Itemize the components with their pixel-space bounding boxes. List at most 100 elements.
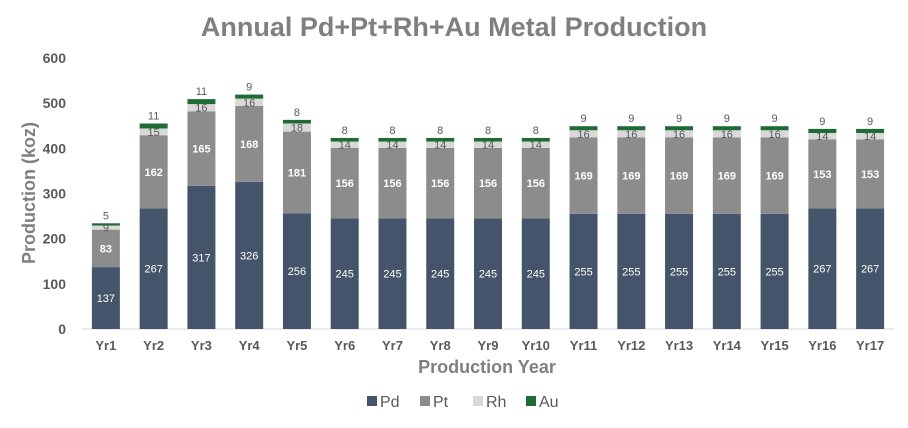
data-label-au: 9 — [246, 82, 252, 94]
data-label-pt: 169 — [718, 171, 736, 183]
data-label-rh: 9 — [103, 223, 109, 235]
bar-segment-pd — [712, 213, 741, 329]
bar-segment-pd — [474, 218, 502, 329]
bar-segment-rh — [760, 130, 789, 138]
bar-segment-rh — [187, 104, 216, 112]
legend-label: Au — [539, 394, 559, 411]
bar-segment-au — [187, 99, 216, 105]
bar-segment-pt — [330, 147, 359, 219]
bar-segment-rh — [139, 128, 168, 136]
x-tick-label: Yr6 — [334, 338, 355, 353]
data-label-pt: 169 — [622, 171, 640, 183]
y-axis-title: Production (koz) — [19, 122, 39, 264]
data-label-pd: 255 — [670, 266, 688, 278]
data-label-rh: 16 — [721, 129, 733, 141]
bar-segment-rh — [712, 130, 741, 138]
x-tick-label: Yr9 — [478, 338, 499, 353]
data-label-pt: 156 — [383, 178, 401, 190]
bar-segment-pt — [569, 137, 598, 214]
bar-segment-rh — [378, 141, 407, 148]
data-label-pd: 245 — [383, 269, 401, 281]
data-label-au: 8 — [437, 125, 443, 137]
x-tick-label: Yr4 — [239, 338, 261, 353]
data-label-pt: 153 — [861, 169, 879, 181]
data-label-pt: 168 — [240, 139, 258, 151]
bar-segment-pt — [91, 229, 120, 268]
x-tick-label: Yr17 — [856, 338, 884, 353]
x-tick-label: Yr13 — [665, 338, 693, 353]
data-label-au: 8 — [342, 125, 348, 137]
data-label-pd: 255 — [718, 266, 736, 278]
bar-segment-pd — [665, 213, 694, 329]
bar-segment-pd — [760, 213, 789, 329]
bar-segment-rh — [665, 130, 694, 138]
x-tick-label: Yr14 — [713, 338, 742, 353]
bar-segment-pd — [91, 267, 120, 329]
y-tick-label: 300 — [43, 186, 67, 202]
bar-segment-pd — [808, 208, 837, 329]
bar-segment-au — [808, 128, 837, 133]
bar-segment-pt — [378, 147, 407, 219]
y-tick-label: 500 — [43, 95, 67, 111]
legend-swatch — [473, 396, 483, 406]
data-label-pd: 245 — [527, 269, 545, 281]
data-label-pd: 317 — [192, 252, 210, 264]
data-label-pt: 169 — [670, 171, 688, 183]
bar-segment-pt — [187, 111, 216, 186]
bar-segment-rh — [474, 141, 502, 148]
data-label-au: 9 — [819, 116, 825, 128]
data-label-pt: 162 — [144, 167, 162, 179]
legend-item-rh: Rh — [473, 394, 506, 411]
data-label-au: 9 — [772, 113, 778, 125]
y-tick-label: 400 — [43, 140, 67, 156]
bar-segment-rh — [91, 225, 120, 230]
bar-segment-pd — [521, 218, 550, 329]
bar-segment-au — [330, 137, 359, 142]
bar-segment-pt — [808, 139, 837, 209]
bar-segment-pt — [712, 137, 741, 214]
bar-segment-pt — [235, 105, 264, 182]
bar-segment-pt — [617, 137, 646, 214]
data-label-pd: 267 — [813, 264, 831, 276]
x-tick-label: Yr7 — [382, 338, 403, 353]
y-tick-label: 0 — [58, 321, 66, 337]
bar-segment-au — [426, 137, 455, 142]
legend-item-pt: Pt — [420, 394, 449, 411]
chart-title: Annual Pd+Pt+Rh+Au Metal Production — [201, 12, 707, 42]
bar-segment-pt — [665, 137, 694, 214]
bar-segment-rh — [617, 130, 646, 138]
bar-segment-rh — [426, 141, 455, 148]
bar-segment-au — [617, 126, 646, 131]
bar-segment-pd — [139, 208, 168, 329]
data-label-rh: 15 — [148, 127, 160, 139]
bar-segment-pt — [521, 147, 550, 219]
bar-segment-au — [665, 126, 694, 131]
data-label-pd: 256 — [288, 266, 306, 278]
bar-segment-au — [760, 126, 789, 131]
data-label-pd: 255 — [574, 266, 592, 278]
data-label-au: 11 — [196, 86, 207, 98]
data-label-pd: 267 — [861, 264, 879, 276]
x-tick-label: Yr5 — [286, 338, 307, 353]
bar-segment-rh — [282, 123, 311, 132]
data-label-au: 9 — [724, 113, 730, 125]
data-label-rh: 14 — [434, 140, 446, 152]
data-label-au: 9 — [580, 113, 586, 125]
x-tick-label: Yr12 — [617, 338, 645, 353]
bar-segment-au — [282, 119, 311, 124]
data-label-pd: 326 — [240, 250, 258, 262]
bar-segment-pd — [235, 181, 264, 329]
x-axis-title: Production Year — [418, 357, 556, 377]
x-tick-label: Yr3 — [191, 338, 212, 353]
bar-segment-au — [569, 126, 598, 131]
legend-swatch — [420, 396, 430, 406]
data-label-rh: 14 — [816, 131, 828, 143]
bar-segment-pt — [474, 147, 502, 219]
bar-segment-au — [521, 137, 550, 142]
data-label-rh: 14 — [386, 140, 398, 152]
data-label-pt: 83 — [100, 243, 112, 255]
legend-label: Pt — [433, 394, 449, 411]
bar-segment-pd — [856, 208, 885, 329]
data-label-pd: 267 — [144, 264, 162, 276]
